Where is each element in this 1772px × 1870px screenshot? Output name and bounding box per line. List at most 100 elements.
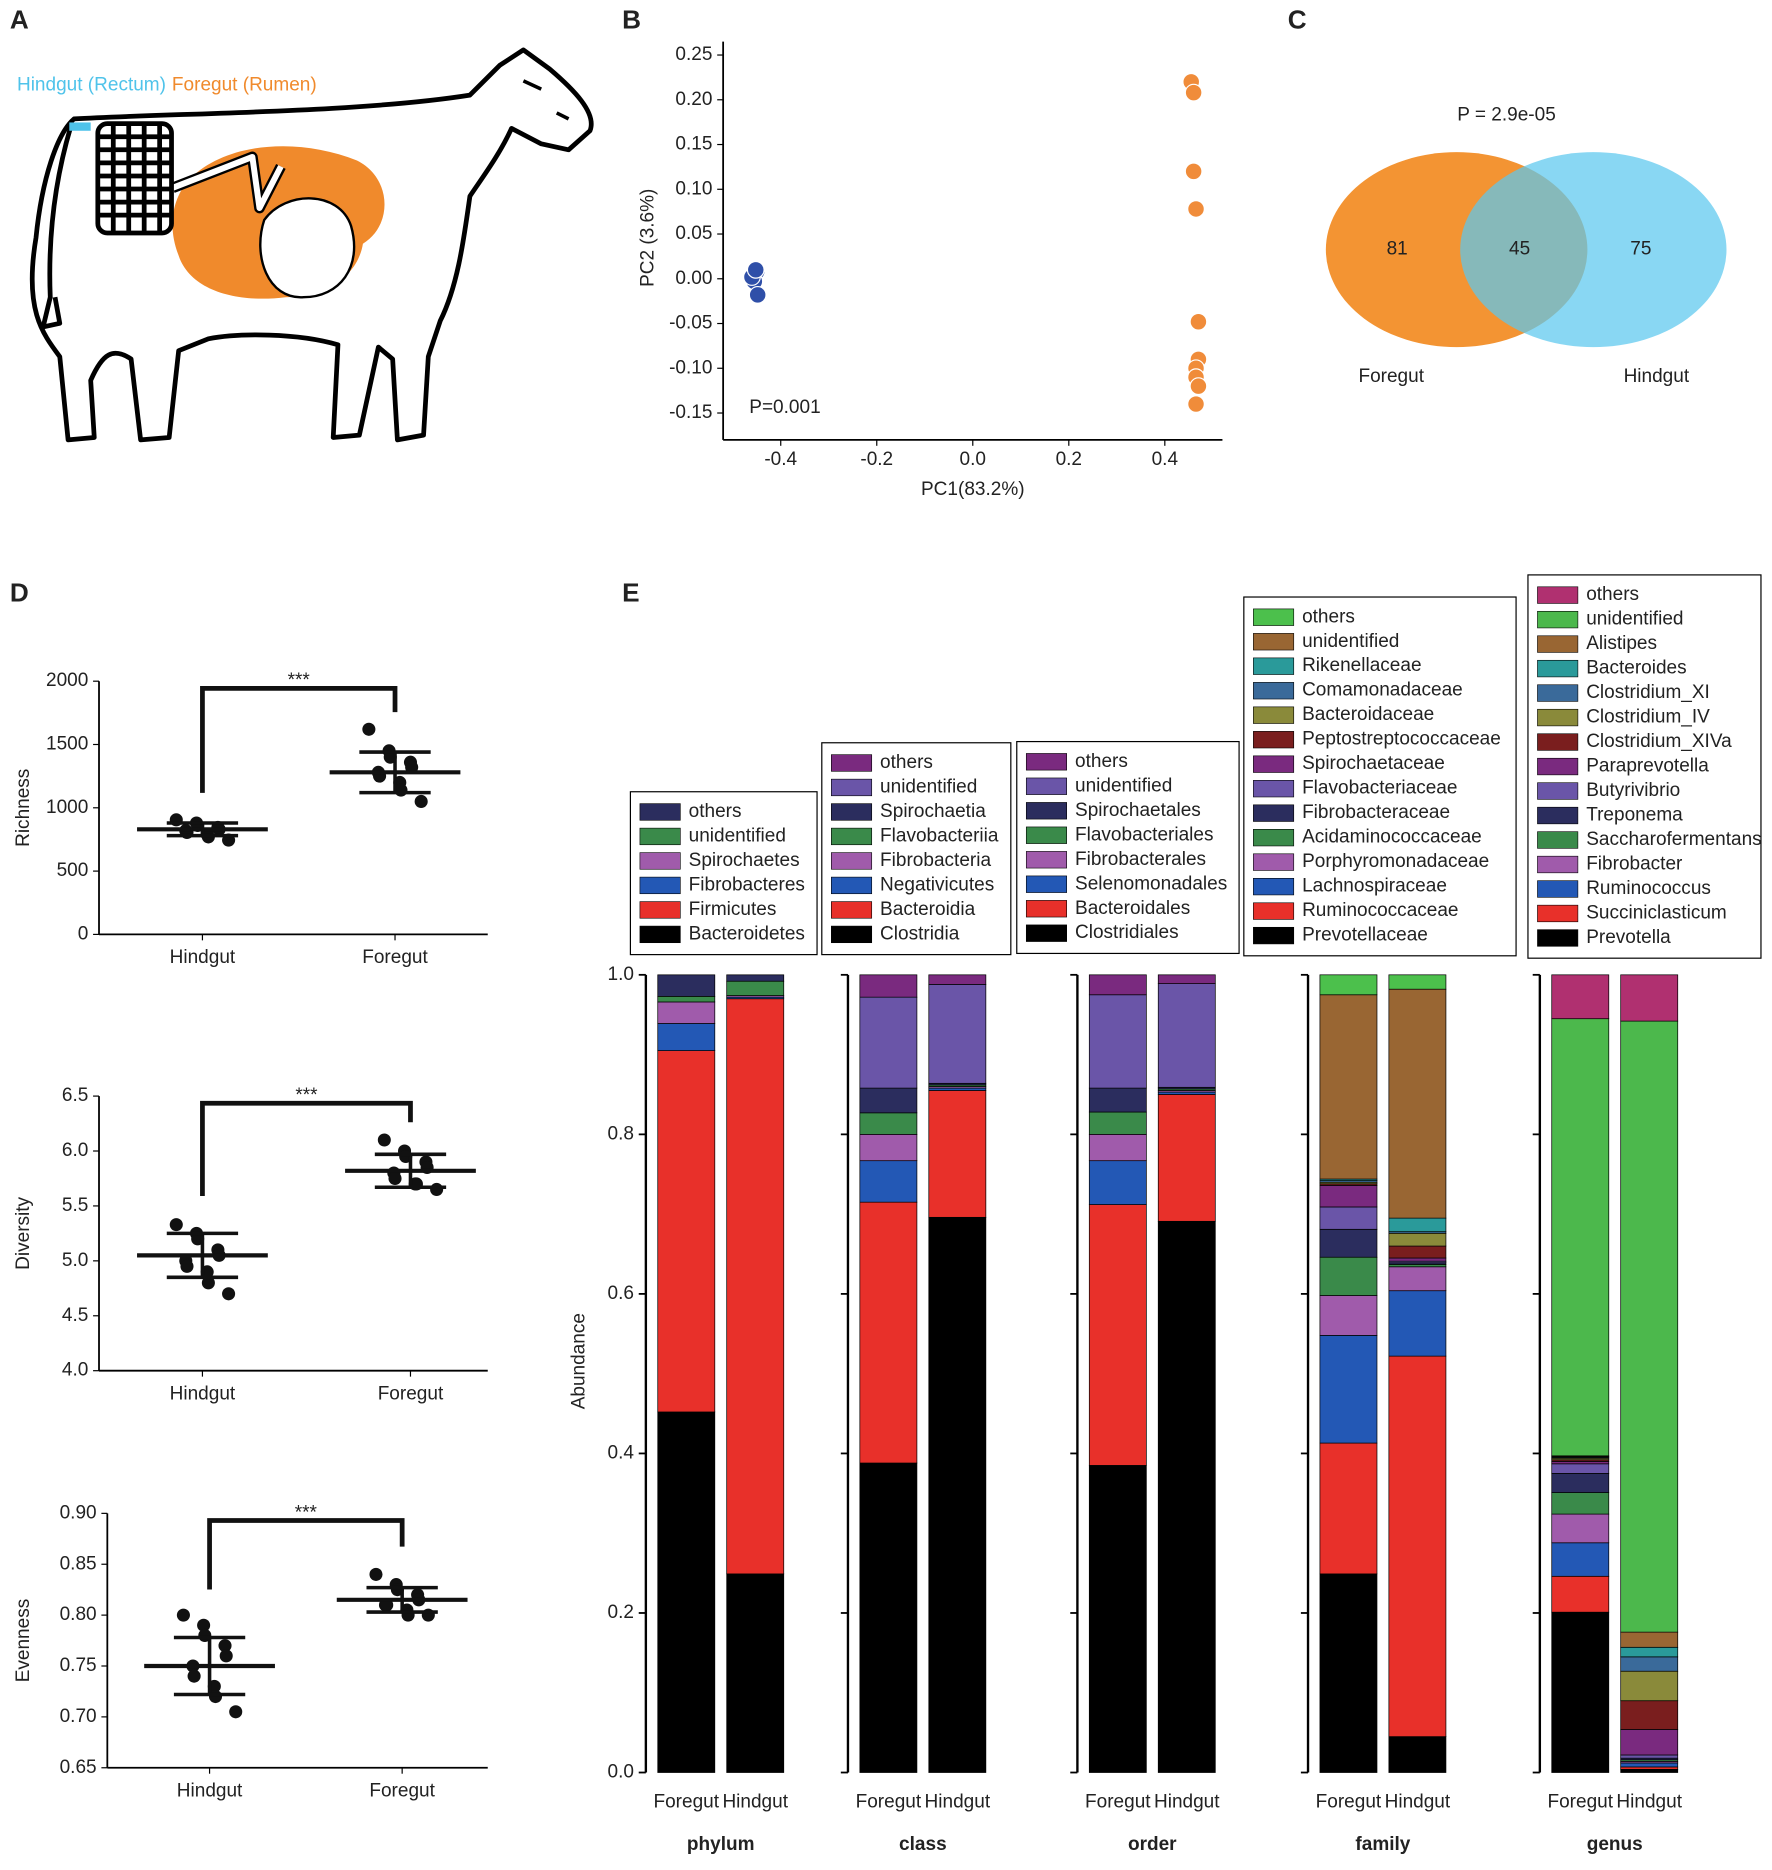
bar-segment: [1388, 1245, 1447, 1259]
point: [1184, 83, 1203, 102]
point: [414, 794, 428, 809]
y-tick-label: 0.2: [608, 1602, 634, 1623]
x-tick-label: Foregut: [1085, 1791, 1151, 1812]
y-tick-label: 0.80: [60, 1604, 97, 1625]
legend-swatch: [1025, 802, 1067, 820]
point: [748, 285, 767, 304]
legend-swatch: [1537, 610, 1579, 629]
legend-swatch: [1025, 900, 1067, 918]
legend-swatch: [1025, 924, 1067, 942]
y-axis-title: Abundance: [568, 1313, 589, 1409]
bar-segment: [1620, 974, 1679, 1022]
x-tick-label: -0.2: [860, 449, 893, 470]
y-axis-title: Richness: [13, 769, 34, 847]
legend-swatch: [1253, 731, 1295, 749]
legend-label: Ruminococcaceae: [1302, 900, 1458, 921]
legend-label: Butyrivibrio: [1586, 780, 1680, 801]
bar-segment: [657, 996, 716, 1003]
legend-swatch: [1025, 875, 1067, 893]
y-tick-label: 0.75: [60, 1655, 97, 1676]
legend-swatch: [1537, 733, 1579, 751]
y-tick-label: 4.0: [62, 1360, 88, 1381]
venn: [1325, 152, 1727, 348]
legend-label: others: [689, 801, 742, 822]
bar-segment: [1319, 1442, 1378, 1575]
bar-segment: [859, 974, 918, 998]
bar-segment: [1388, 974, 1447, 990]
x-tick-label: Foregut: [1547, 1791, 1613, 1812]
bar-segment: [1620, 1631, 1679, 1648]
bar-segment: [1088, 1465, 1147, 1773]
x-axis-title: family: [1355, 1834, 1410, 1855]
bar-segment: [657, 974, 716, 997]
point: [169, 1218, 183, 1232]
region-label: Foregut (Rumen): [172, 75, 317, 96]
point: [176, 1608, 190, 1622]
legend-label: Spirochaetes: [689, 850, 800, 871]
legend-label: Fibrobacteres: [689, 874, 805, 895]
y-axis-title: PC2 (3.6%): [637, 189, 658, 287]
legend-swatch: [1537, 806, 1579, 825]
panel-label: D: [10, 577, 29, 607]
legend-swatch: [1253, 804, 1295, 822]
point: [201, 1276, 215, 1290]
legend-label: Clostridium_XI: [1586, 682, 1710, 703]
bar-segment: [1157, 983, 1216, 1088]
x-axis-title: class: [899, 1834, 947, 1855]
bar-segment: [1088, 1087, 1147, 1113]
legend-label: Ruminococcus: [1586, 878, 1711, 899]
bar-segment: [1551, 1611, 1610, 1773]
rectum-mark: [69, 122, 91, 131]
y-tick-label: 1.0: [608, 964, 634, 985]
x-axis-title: order: [1128, 1834, 1177, 1855]
y-tick-label: -0.05: [669, 313, 712, 334]
y-tick-label: 6.0: [62, 1140, 88, 1161]
point: [1189, 377, 1208, 396]
bar-segment: [928, 984, 987, 1084]
y-tick-label: 0.00: [675, 268, 712, 289]
bar-segment: [1388, 1232, 1447, 1247]
legend-label: Flavobacteriales: [1075, 824, 1213, 845]
x-axis-title: PC1(83.2%): [921, 479, 1025, 500]
x-tick-label: Hindgut: [170, 947, 236, 968]
legend-swatch: [1253, 706, 1295, 724]
legend-label: others: [880, 752, 933, 773]
x-tick-label: Foregut: [654, 1791, 720, 1812]
legend-label: Bacteroides: [1586, 658, 1686, 679]
legend-label: Peptostreptococcaceae: [1302, 729, 1501, 750]
bar-segment: [1620, 1656, 1679, 1672]
y-tick-label: 0.20: [675, 89, 712, 110]
bar-segment: [1551, 1461, 1610, 1465]
y-tick-label: 0.0: [608, 1762, 634, 1783]
bar-segment: [1620, 1762, 1679, 1768]
legend-swatch: [1253, 633, 1295, 651]
legend-label: Comamonadaceae: [1302, 680, 1463, 701]
bar-segment: [1088, 1111, 1147, 1135]
point: [362, 722, 376, 736]
y-tick-label: 0.25: [675, 44, 712, 65]
legend-swatch: [1025, 826, 1067, 844]
legend-swatch: [1253, 682, 1295, 700]
legend-box: [821, 742, 1012, 956]
significance-label: ***: [295, 1085, 318, 1106]
bar-segment: [1319, 1295, 1378, 1336]
point: [369, 1567, 383, 1581]
y-tick-label: 1500: [46, 734, 88, 755]
cow-tail: [40, 122, 74, 330]
bar-segment: [859, 1112, 918, 1135]
x-tick-label: Hindgut: [1154, 1791, 1220, 1812]
bar-segment: [859, 996, 918, 1089]
x-axis-title: genus: [1587, 1834, 1643, 1855]
coils: [97, 123, 172, 234]
significance-bracket: [200, 685, 398, 793]
bar-segment: [1319, 1335, 1378, 1444]
y-tick-label: 1000: [46, 797, 88, 818]
legend-label: Alistipes: [1586, 633, 1657, 654]
bar-segment: [859, 1087, 918, 1114]
legend-swatch: [831, 754, 873, 772]
legend-label: Fibrobacteria: [880, 850, 991, 871]
overlap-count: 45: [1509, 239, 1530, 260]
x-tick-label: Hindgut: [925, 1791, 991, 1812]
panel-label: C: [1288, 4, 1307, 34]
